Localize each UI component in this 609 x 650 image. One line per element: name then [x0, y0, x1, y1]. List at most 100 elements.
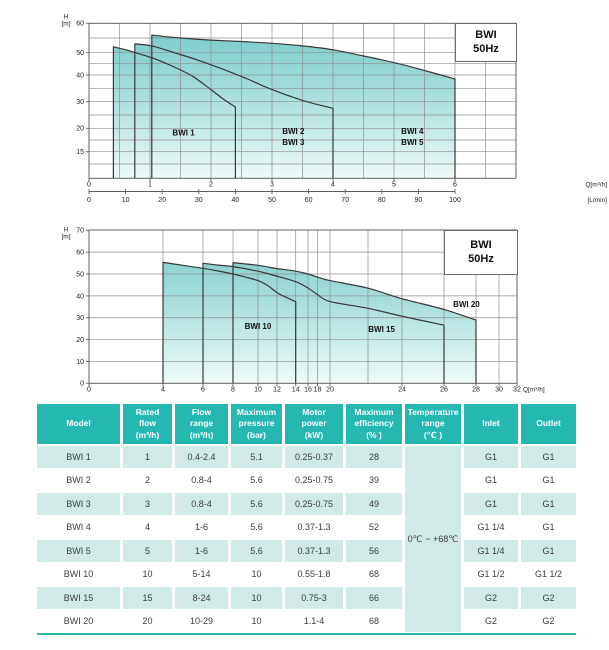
table-cell: 4: [123, 516, 172, 538]
x-tick-label: 16: [304, 387, 312, 394]
table-header-cell: Inlet: [464, 404, 518, 444]
y-axis-unit: [m]: [61, 21, 70, 28]
secondary-tick-label: 60: [305, 197, 313, 204]
table-cell: 1-6: [175, 516, 228, 538]
table-model-cell: BWI 15: [37, 587, 120, 609]
pump-envelope-curve: [162, 261, 297, 384]
plot-border: [88, 22, 517, 179]
table-cell: 0.25-0.75: [285, 493, 343, 515]
table-header-cell: Model: [37, 404, 120, 444]
x-tick-label: 10: [254, 387, 262, 394]
y-tick-label: 30: [76, 315, 84, 322]
table-cell: 56: [346, 540, 402, 562]
table-cell: 0.75-3: [285, 587, 343, 609]
table-cell: 68: [346, 610, 402, 632]
table-model-cell: BWI 1: [37, 446, 120, 468]
table-cell: 28: [346, 446, 402, 468]
y-tick-label: 40: [76, 72, 84, 79]
table-cell: 49: [346, 493, 402, 515]
x-tick-label: 4: [161, 387, 165, 394]
table-cell: 68: [346, 563, 402, 585]
chart-title-model: BWI: [475, 28, 497, 41]
y-axis-unit: [m]: [61, 234, 70, 241]
table-cell: 52: [346, 516, 402, 538]
chart-title-frequency: 50Hz: [473, 42, 499, 55]
table-cell: G1: [521, 540, 576, 562]
table-cell: 0.37-1.3: [285, 516, 343, 538]
y-tick-label: 50: [76, 271, 84, 278]
table-cell: G2: [464, 610, 518, 632]
x-tick-label: 32: [513, 387, 521, 394]
y-axis-title: H: [64, 227, 69, 234]
y-tick-label: 15: [76, 149, 84, 156]
x-tick-label: 0: [87, 387, 91, 394]
table-bottom-rule: [37, 633, 576, 635]
table-cell: 0.8-4: [175, 469, 228, 491]
table-cell: G1: [521, 469, 576, 491]
table-cell: 5.6: [231, 469, 282, 491]
table-cell: 20: [123, 610, 172, 632]
x-tick-label: 8: [231, 387, 235, 394]
table-cell: 0.8-4: [175, 493, 228, 515]
y-tick-label: 50: [76, 50, 84, 57]
pump-region-label: BWI 5: [401, 138, 424, 147]
y-tick-label: 70: [76, 228, 84, 235]
table-cell: 0.37-1.3: [285, 540, 343, 562]
x-axis-unit: Q[m³/h]: [523, 387, 545, 394]
pump-envelope-curve: [134, 43, 334, 179]
table-cell: G1: [464, 469, 518, 491]
x-tick-label: 5: [392, 182, 396, 189]
table-model-cell: BWI 2: [37, 469, 120, 491]
table-model-cell: BWI 10: [37, 563, 120, 585]
table-cell: 5.6: [231, 493, 282, 515]
y-tick-label: 20: [76, 126, 84, 133]
table-cell: 0.25-0.37: [285, 446, 343, 468]
table-cell: G2: [521, 587, 576, 609]
secondary-tick-label: 30: [195, 197, 203, 204]
x-axis-unit: Q[m³/h]: [585, 182, 607, 189]
x-tick-label: 14: [292, 387, 300, 394]
pump-region-label: BWI 3: [282, 138, 305, 147]
x-tick-label: 2: [209, 182, 213, 189]
table-cell: 2: [123, 469, 172, 491]
table-header-cell: Flow range (m³/h): [175, 404, 228, 444]
x-tick-label: 24: [398, 387, 406, 394]
table-cell: 39: [346, 469, 402, 491]
x-tick-label: 6: [453, 182, 457, 189]
secondary-axis-unit: [L/min]: [587, 197, 607, 204]
x-tick-label: 0: [87, 182, 91, 189]
table-cell: G1: [521, 493, 576, 515]
pump-region-label: BWI 20: [453, 300, 480, 309]
secondary-tick-label: 50: [268, 197, 276, 204]
table-cell: 5.1: [231, 446, 282, 468]
x-tick-label: 6: [201, 387, 205, 394]
secondary-tick-label: 100: [449, 197, 461, 204]
table-header-cell: Rated flow (m³/h): [123, 404, 172, 444]
chart-title-box: BWI 50Hz: [444, 230, 518, 275]
table-cell: 10: [231, 563, 282, 585]
x-tick-label: 3: [270, 182, 274, 189]
temperature-range-cell: 0℃ ~ +68℃: [405, 446, 461, 632]
table-cell: 5: [123, 540, 172, 562]
pump-envelope-curve: [112, 46, 236, 179]
chart-title-frequency: 50Hz: [468, 252, 494, 265]
table-cell: 5.6: [231, 540, 282, 562]
x-tick-label: 20: [326, 387, 334, 394]
table-cell: G1: [521, 516, 576, 538]
secondary-tick-label: 80: [378, 197, 386, 204]
plot-border: [88, 229, 518, 384]
pump-region-label: BWI 1: [172, 129, 195, 138]
table-header-cell: Motor power (kW): [285, 404, 343, 444]
table-header-cell: Outlet: [521, 404, 576, 444]
secondary-tick-label: 20: [158, 197, 166, 204]
table-model-cell: BWI 3: [37, 493, 120, 515]
secondary-tick-label: 0: [87, 197, 91, 204]
table-cell: G1 1/4: [464, 516, 518, 538]
table-cell: G1 1/2: [521, 563, 576, 585]
x-tick-label: 30: [495, 387, 503, 394]
y-tick-label: 30: [76, 99, 84, 106]
x-tick-label: 26: [440, 387, 448, 394]
y-tick-label: 0: [80, 381, 84, 388]
table-cell: 1-6: [175, 540, 228, 562]
